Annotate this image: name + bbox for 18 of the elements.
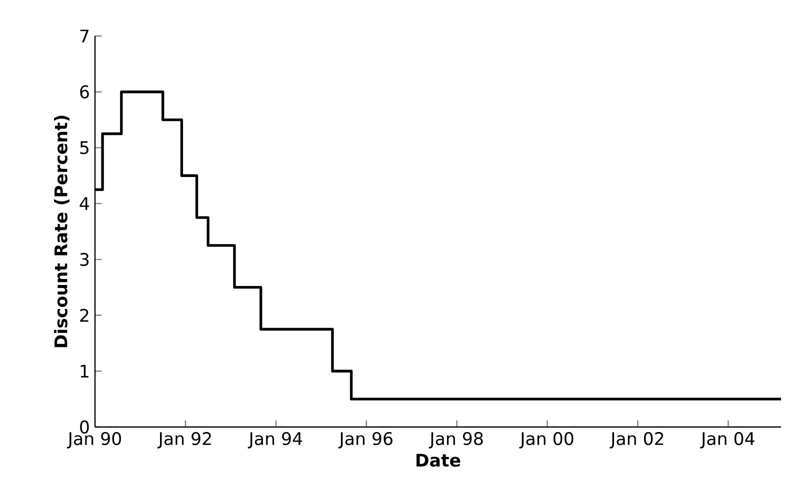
y-tick-label: 3 [80, 252, 89, 266]
y-tick-label: 5 [80, 141, 88, 154]
y-tick-label: 0 [80, 420, 89, 434]
x-tick-label: Jan 00 [519, 432, 574, 448]
y-tick-label: 2 [80, 308, 88, 322]
x-axis-title: Date [416, 454, 460, 467]
y-tick-label: 7 [80, 30, 88, 42]
x-tick-label: Jan 96 [338, 432, 392, 448]
y-axis-title: Discount Rate (Percent) [54, 116, 70, 348]
y-tick-label: 1 [80, 364, 88, 378]
x-tick-label: Jan 04 [700, 432, 754, 448]
x-tick-label: Jan 90 [66, 432, 121, 448]
y-tick-label: 4 [80, 197, 89, 210]
x-tick-label: Jan 02 [610, 432, 664, 448]
y-tick-label: 6 [80, 85, 89, 98]
x-tick-label: Jan 92 [157, 432, 211, 448]
x-tick-label: Jan 94 [248, 432, 302, 448]
x-tick-label: Jan 98 [428, 432, 483, 448]
